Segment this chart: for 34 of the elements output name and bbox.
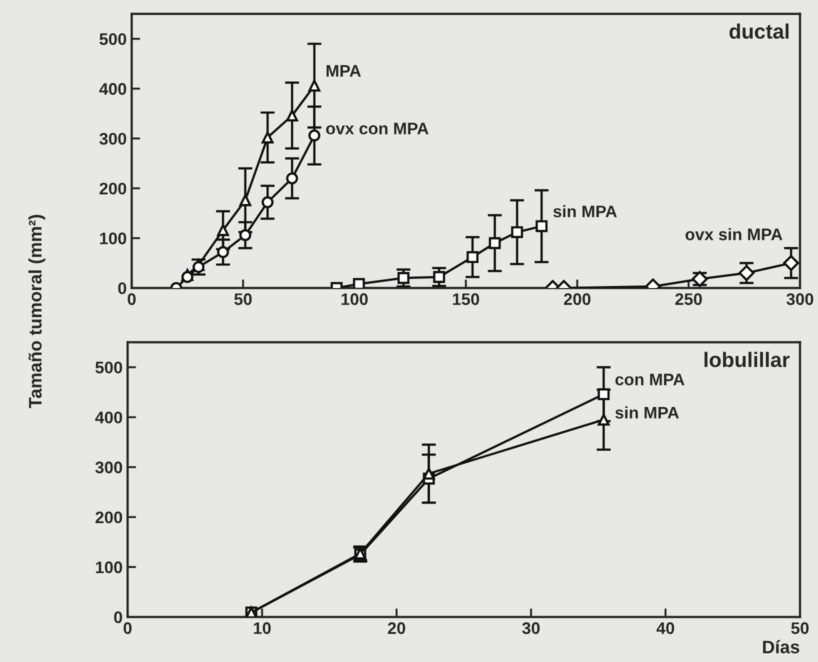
- y-tick-label: 100: [100, 232, 126, 244]
- series-label: MPA: [326, 65, 361, 77]
- x-tick-label: 0: [128, 293, 136, 306]
- y-tick-label: 300: [95, 462, 122, 474]
- x-tick-label: 20: [388, 622, 406, 634]
- x-tick-label: 300: [786, 293, 814, 306]
- y-tick-label: 100: [96, 561, 122, 574]
- x-tick-label: 50: [791, 622, 809, 634]
- y-tick-label: 500: [100, 33, 126, 46]
- x-tick-label: 50: [234, 293, 252, 306]
- x-tick-label: 250: [675, 293, 702, 306]
- x-tick-label: 40: [656, 622, 674, 634]
- x-tick-label: 200: [564, 293, 590, 306]
- y-tick-label: 400: [95, 412, 122, 424]
- y-tick-label: 0: [114, 611, 122, 624]
- series-label: ovx sin MPA: [686, 228, 782, 240]
- chart-title: lobulillar: [704, 352, 790, 368]
- y-tick-label: 200: [96, 511, 122, 524]
- y-tick-label: 300: [99, 132, 126, 145]
- series-label: ovx con MPA: [326, 122, 428, 134]
- series-label: con MPA: [615, 374, 684, 386]
- x-tick-label: 10: [254, 622, 271, 634]
- x-tick-label: 150: [453, 293, 480, 306]
- y-tick-label: 0: [118, 282, 126, 294]
- y-tick-label: 400: [99, 83, 126, 95]
- chart-title: ductal: [729, 23, 789, 39]
- y-tick-label: 200: [100, 182, 126, 195]
- x-axis-title: Días: [763, 640, 800, 654]
- series-label: sin MPA: [553, 205, 617, 218]
- x-tick-label: 30: [522, 622, 540, 634]
- x-tick-label: 100: [342, 293, 368, 306]
- series-label: sin MPA: [615, 406, 679, 419]
- y-axis-title: Tamaño tumoral (mm²): [28, 214, 46, 408]
- y-tick-label: 500: [95, 362, 122, 374]
